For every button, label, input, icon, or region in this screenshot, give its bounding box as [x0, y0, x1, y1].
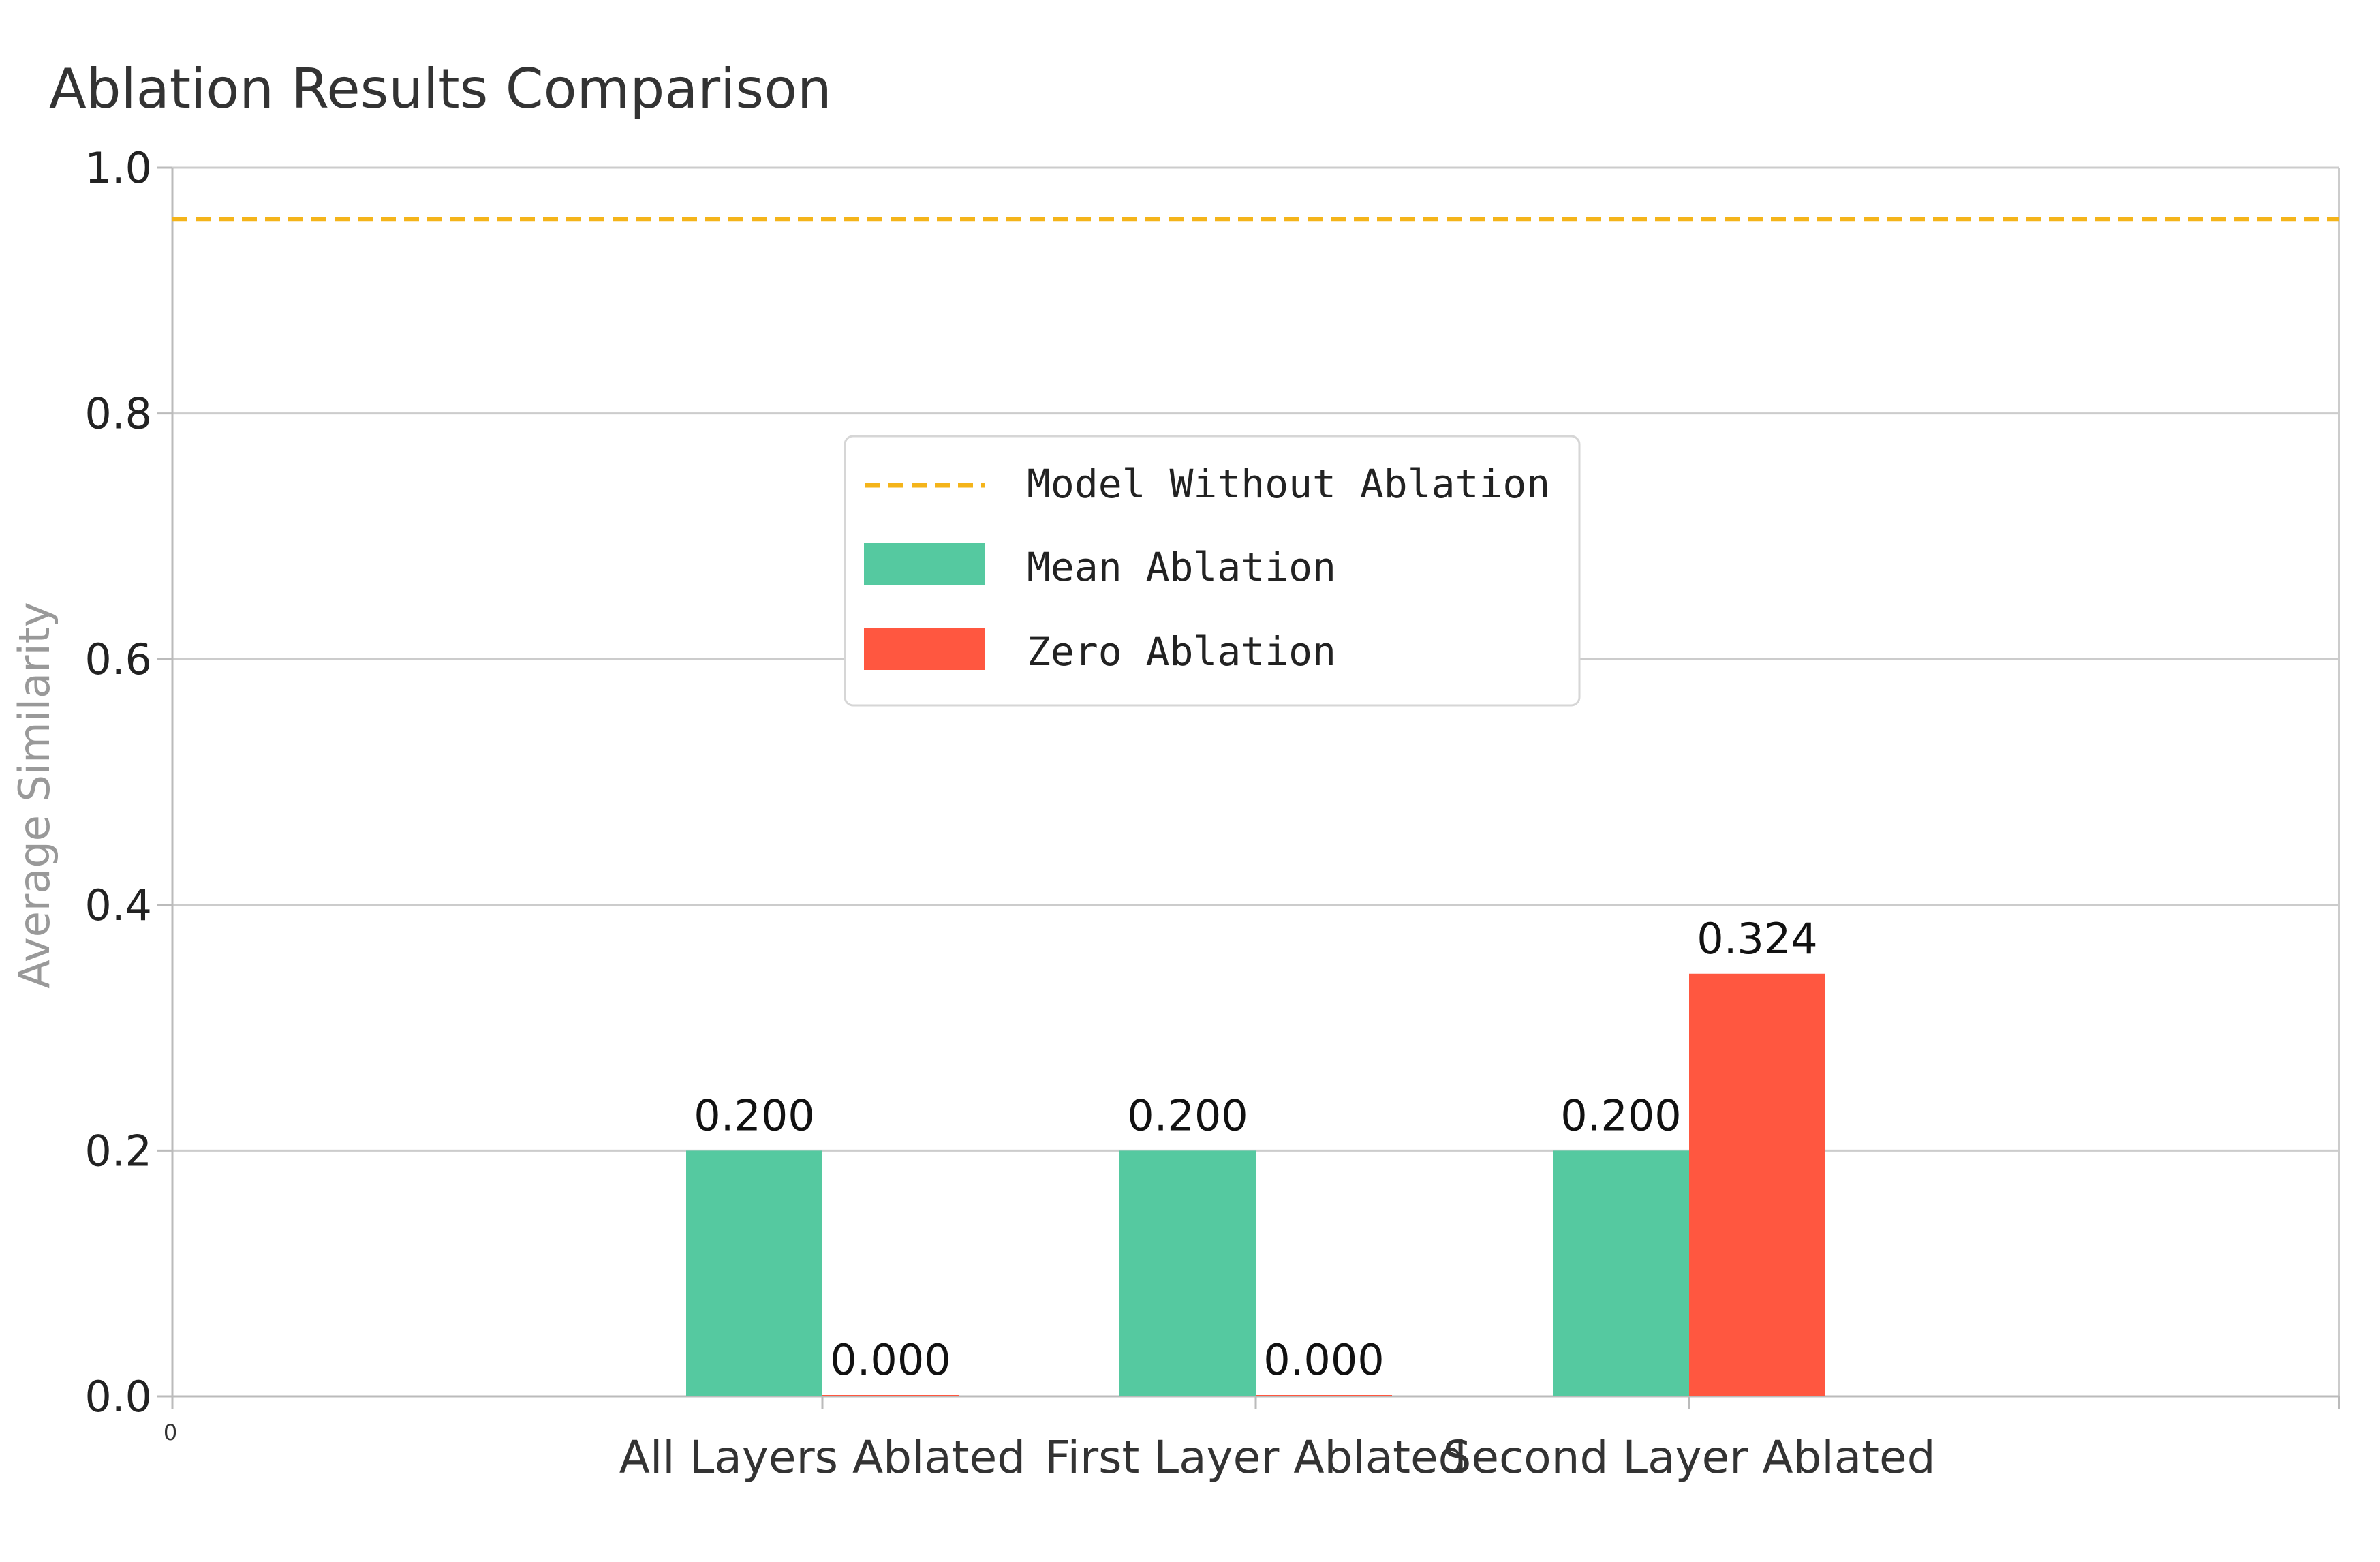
bars: [686, 973, 1825, 1396]
data-label-zero-ablation: 0.324: [1697, 914, 1818, 964]
x-axis-categories: All Layers Ablated First Layer AblatedSec…: [619, 1431, 1936, 1484]
x-origin-label: 0: [164, 1420, 177, 1445]
y-tick-label: 0.8: [84, 389, 152, 439]
axes: [171, 168, 2340, 1409]
y-tick-label: 0.0: [84, 1372, 152, 1422]
data-labels: 0.200 0.000 0.200 0.000 0.200 0.324: [694, 914, 1818, 1385]
data-label-zero-ablation: 0.000: [830, 1335, 951, 1385]
x-category-label: First Layer Ablated: [1045, 1431, 1466, 1484]
bar-zero-ablation: [822, 1395, 959, 1396]
chart-title: Ablation Results Comparison: [49, 57, 832, 121]
legend-swatch-zero: [864, 628, 985, 670]
bar-zero-ablation: [1689, 973, 1825, 1396]
data-label-mean-ablation: 0.200: [1127, 1090, 1248, 1140]
x-category-label: All Layers Ablated: [619, 1431, 1025, 1484]
y-tick-label: 0.2: [84, 1126, 152, 1176]
data-label-mean-ablation: 0.200: [1560, 1090, 1682, 1140]
x-category-label: Second Layer Ablated: [1442, 1431, 1935, 1484]
legend-swatch-mean: [864, 543, 985, 585]
bar-zero-ablation: [1256, 1395, 1392, 1396]
data-label-mean-ablation: 0.200: [694, 1090, 815, 1140]
legend-label-zero: Zero Ablation: [1027, 628, 1336, 675]
y-tick-label: 0.6: [84, 634, 152, 684]
bar-mean-ablation: [1553, 1150, 1689, 1396]
y-tick-label: 0.4: [84, 880, 152, 930]
data-label-zero-ablation: 0.000: [1263, 1335, 1385, 1385]
legend-label-reference: Model Without Ablation: [1027, 461, 1550, 507]
y-axis-ticks: 0.0 0.2 0.4 0.6 0.8 1.0: [84, 143, 172, 1422]
legend-box: [844, 435, 1581, 707]
bar-mean-ablation: [1119, 1150, 1256, 1396]
y-axis-label: Average Similarity: [10, 602, 59, 988]
legend-label-mean: Mean Ablation: [1027, 544, 1336, 590]
y-tick-label: 1.0: [84, 143, 152, 193]
legend: Model Without Ablation Mean Ablation Zer…: [844, 435, 1581, 707]
bar-mean-ablation: [686, 1150, 822, 1396]
